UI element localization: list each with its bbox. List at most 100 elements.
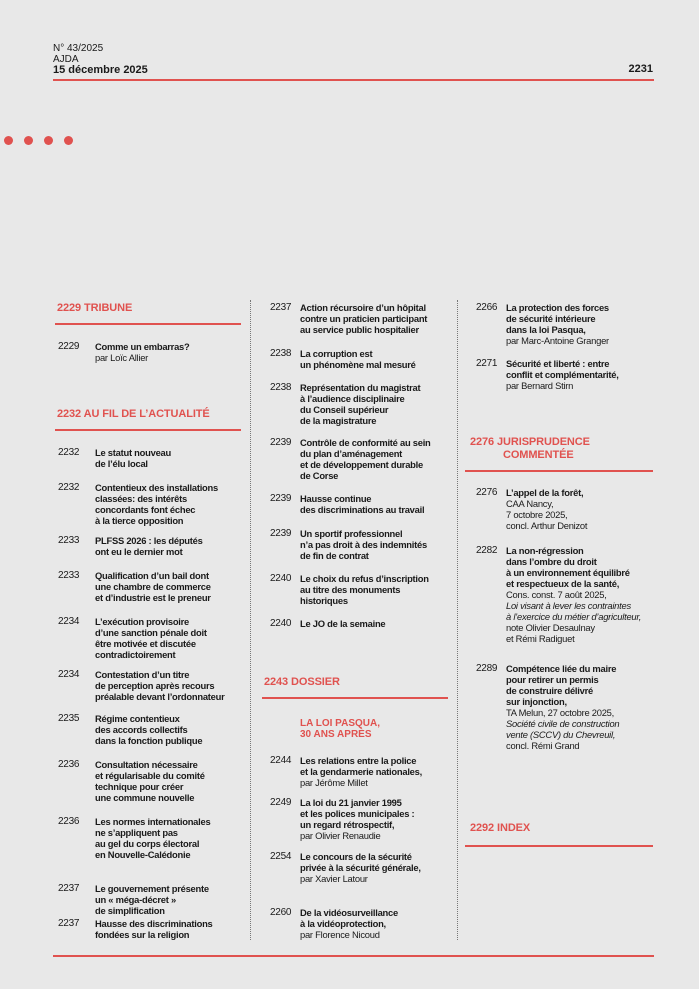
entry-title-line: de construire délivré xyxy=(506,685,593,696)
section-heading: 2229 TRIBUNE xyxy=(57,302,132,315)
entry-detail-line: vente (SCCV) du Chevreuil, xyxy=(506,729,616,740)
issue-date: 15 décembre 2025 xyxy=(53,64,148,76)
entry-title-line: du plan d’aménagement xyxy=(300,448,403,459)
column-divider xyxy=(250,300,251,940)
entry-title-line: Le gouvernement présente xyxy=(95,883,209,894)
entry-detail-line: CAA Nancy, xyxy=(506,498,554,509)
section-title: 2276 JURISPRUDENCE xyxy=(470,436,590,448)
section-rule xyxy=(55,323,241,325)
entry-detail-line: 7 octobre 2025, xyxy=(506,509,568,520)
entry-title-line: contradictoirement xyxy=(95,649,176,660)
entry-title-line: du Conseil supérieur xyxy=(300,404,389,415)
entry-title-line: un phénomène mal mesuré xyxy=(300,359,416,370)
entry-title-line: Le JO de la semaine xyxy=(300,618,386,629)
column-divider xyxy=(457,300,458,940)
subheading-line: 30 ANS APRÈS xyxy=(300,729,372,740)
entry-title-line: Représentation du magistrat xyxy=(300,382,421,393)
entry-title-line: Action récursoire d’un hôpital xyxy=(300,302,426,313)
section-heading: 2243 DOSSIER xyxy=(264,676,340,689)
entry-title-line: une commune nouvelle xyxy=(95,792,195,803)
entry-title-line: n’a pas droit à des indemnités xyxy=(300,539,427,550)
decorative-dot xyxy=(64,136,73,145)
entry-detail-line: concl. Rémi Grand xyxy=(506,740,580,751)
entry-detail-line: par Jérôme Millet xyxy=(300,777,368,788)
entry-page-number: 2239 xyxy=(270,437,292,448)
entry-title-line: Contestation d’un titre xyxy=(95,669,190,680)
entry-title-line: L’appel de la forêt, xyxy=(506,487,584,498)
entry-title-line: et d’industrie est le preneur xyxy=(95,592,211,603)
entry-title-line: une chambre de commerce xyxy=(95,581,211,592)
entry-page-number: 2240 xyxy=(270,573,292,584)
entry-page-number: 2289 xyxy=(476,663,498,674)
entry-page-number: 2266 xyxy=(476,302,498,313)
entry-title-line: Le statut nouveau xyxy=(95,447,171,458)
entry-title-line: De la vidéosurveillance xyxy=(300,907,398,918)
entry-page-number: 2238 xyxy=(270,382,292,393)
page-number: 2231 xyxy=(628,63,653,75)
entry-page-number: 2271 xyxy=(476,358,498,369)
entry-title-line: au gel du corps électoral xyxy=(95,838,200,849)
entry-title-line: de fin de contrat xyxy=(300,550,369,561)
entry-title-line: de simplification xyxy=(95,905,165,916)
entry-title-line: La corruption est xyxy=(300,348,373,359)
entry-page-number: 2236 xyxy=(58,759,80,770)
entry-page-number: 2254 xyxy=(270,851,292,862)
subheading-line: LA LOI PASQUA, xyxy=(300,718,380,729)
entry-page-number: 2237 xyxy=(270,302,292,313)
entry-title-line: privée à la sécurité générale, xyxy=(300,862,421,873)
entry-title-line: Sécurité et liberté : entre xyxy=(506,358,610,369)
entry-page-number: 2237 xyxy=(58,883,80,894)
section-title: 2232 AU FIL DE L’ACTUALITÉ xyxy=(57,408,210,420)
entry-detail-line: à l’exercice du métier d’agriculteur, xyxy=(506,611,642,622)
section-title: 2229 TRIBUNE xyxy=(57,302,133,314)
entry-page-number: 2249 xyxy=(270,797,292,808)
entry-title-line: de l’élu local xyxy=(95,458,148,469)
entry-detail-line: par Marc-Antoine Granger xyxy=(506,335,609,346)
entry-title-line: et la gendarmerie nationales, xyxy=(300,766,422,777)
entry-detail-line: TA Melun, 27 octobre 2025, xyxy=(506,707,614,718)
journal-name: AJDA xyxy=(53,54,79,65)
decorative-dot xyxy=(44,136,53,145)
entry-title-line: et les polices municipales : xyxy=(300,808,415,819)
entry-title-line: au service public hospitalier xyxy=(300,324,419,335)
section-title: 2243 DOSSIER xyxy=(264,676,340,688)
entry-title-line: historiques xyxy=(300,595,348,606)
entry-title-line: dans la loi Pasqua, xyxy=(506,324,586,335)
entry-page-number: 2232 xyxy=(58,447,80,458)
entry-title-line: La protection des forces xyxy=(506,302,609,313)
entry-title-line: Le choix du refus d’inscription xyxy=(300,573,429,584)
entry-title-line: préalable devant l’ordonnateur xyxy=(95,691,225,702)
entry-title-line: L’exécution provisoire xyxy=(95,616,190,627)
entry-title-line: dans l’ombre du droit xyxy=(506,556,597,567)
entry-detail-line: et Rémi Radiguet xyxy=(506,633,575,644)
entry-title-line: PLFSS 2026 : les députés xyxy=(95,535,203,546)
entry-detail-line: par Xavier Latour xyxy=(300,873,368,884)
section-heading: 2232 AU FIL DE L’ACTUALITÉ xyxy=(57,408,210,421)
entry-title-line: contre un praticien participant xyxy=(300,313,428,324)
dossier-subheading: LA LOI PASQUA, 30 ANS APRÈS xyxy=(300,718,380,740)
entry-detail-line: par Bernard Stirn xyxy=(506,380,574,391)
entry-page-number: 2232 xyxy=(58,482,80,493)
entry-page-number: 2233 xyxy=(58,570,80,581)
entry-title-line: des discriminations au travail xyxy=(300,504,425,515)
entry-title-line: et de développement durable xyxy=(300,459,423,470)
entry-title-line: ont eu le dernier mot xyxy=(95,546,183,557)
section-heading: 2292 INDEX xyxy=(470,822,530,835)
entry-title-line: Les relations entre la police xyxy=(300,755,417,766)
entry-title-line: Qualification d’un bail dont xyxy=(95,570,209,581)
entry-page-number: 2244 xyxy=(270,755,292,766)
entry-title-line: à la tierce opposition xyxy=(95,515,184,526)
section-title: COMMENTÉE xyxy=(503,449,574,461)
section-rule xyxy=(55,429,241,431)
entry-title-line: La loi du 21 janvier 1995 xyxy=(300,797,402,808)
entry-detail-line: Société civile de construction xyxy=(506,718,620,729)
entry-title-line: fondées sur la religion xyxy=(95,929,190,940)
entry-title-line: à l’audience disciplinaire xyxy=(300,393,405,404)
entry-title-line: être motivée et discutée xyxy=(95,638,196,649)
decorative-dot xyxy=(24,136,33,145)
entry-title-line: Régime contentieux xyxy=(95,713,180,724)
entry-page-number: 2236 xyxy=(58,816,80,827)
footer-rule xyxy=(53,955,654,957)
entry-page-number: 2239 xyxy=(270,528,292,539)
entry-page-number: 2229 xyxy=(58,341,80,352)
